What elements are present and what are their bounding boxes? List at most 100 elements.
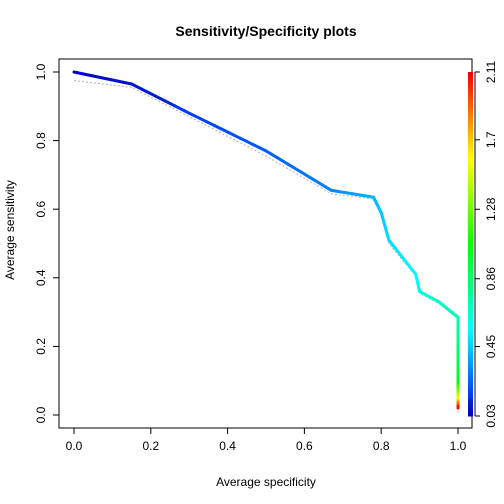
colorbar-band <box>468 364 473 368</box>
colorbar-band <box>468 100 473 105</box>
colorbar-band <box>468 215 473 219</box>
reference-curve <box>73 80 459 415</box>
colorbar-band <box>468 413 473 417</box>
colorbar-band <box>468 264 473 268</box>
plot-border <box>58 58 473 429</box>
colorbar-band <box>468 152 473 156</box>
colorbar-band <box>468 404 473 408</box>
colorbar-band <box>468 375 473 380</box>
colorbar-band <box>468 261 473 265</box>
colorbar-band <box>468 289 473 294</box>
colorbar-band <box>468 367 473 371</box>
colorbar-band <box>468 318 473 322</box>
colorbar-band <box>468 235 473 239</box>
colorbar-band <box>468 307 473 311</box>
colorbar-band <box>468 109 473 113</box>
colorbar-band <box>468 332 473 337</box>
colorbar-band <box>468 189 473 193</box>
colorbar-band <box>468 232 473 236</box>
colorbar-band <box>468 175 473 179</box>
colorbar-band <box>468 195 473 199</box>
chart-title: Sensitivity/Specificity plots <box>175 23 356 39</box>
colorbar-band <box>468 246 473 251</box>
colorbar-band <box>468 183 473 188</box>
colorbar-band <box>468 83 473 87</box>
colorbar-band <box>468 278 473 282</box>
colorbar-band <box>468 158 473 162</box>
colorbar-band <box>468 201 473 205</box>
colorbar-band <box>468 92 473 96</box>
colorbar-band <box>468 77 473 82</box>
colorbar-band <box>468 373 473 377</box>
x-tick-label: 0.6 <box>296 439 313 453</box>
y-tick-label: 1.0 <box>34 63 48 80</box>
colorbar-band <box>468 106 473 110</box>
colorbar-band <box>468 315 473 320</box>
colorbar-band <box>468 387 473 391</box>
y-tick-label: 0.6 <box>34 201 48 218</box>
colorbar-band <box>468 143 473 148</box>
colorbar-band <box>468 135 473 139</box>
colorbar-band <box>468 149 473 153</box>
colorbar-band <box>468 86 473 90</box>
colorbar-tick-label: 0.45 <box>484 335 498 359</box>
colorbar-band <box>468 117 473 122</box>
colorbar-band <box>468 298 473 302</box>
colorbar-tick-label: 1.28 <box>484 197 498 221</box>
colorbar-tick-label: 0.86 <box>484 267 498 291</box>
cutoff-colorbar <box>468 72 473 417</box>
colorbar-band <box>468 398 473 403</box>
colorbar-band <box>468 358 473 363</box>
colorbar-band <box>468 137 473 142</box>
x-tick-label: 0.0 <box>66 439 83 453</box>
colorbar-band <box>468 166 473 170</box>
x-axis: 0.0 0.2 0.4 0.6 0.8 1.0 <box>66 427 467 453</box>
colorbar-band <box>468 132 473 136</box>
colorbar-band <box>468 212 473 216</box>
colorbar-band <box>468 186 473 191</box>
colorbar-band <box>468 244 473 248</box>
colorbar-band <box>468 123 473 127</box>
x-tick-label: 0.4 <box>219 439 236 453</box>
colorbar-band <box>468 335 473 340</box>
colorbar-band <box>468 198 473 202</box>
colorbar-band <box>468 344 473 348</box>
colorbar-band <box>468 266 473 271</box>
colorbar-band <box>468 146 473 150</box>
colorbar-band <box>468 115 473 119</box>
colorbar-band <box>468 407 473 411</box>
colorbar-tick-label: 2.11 <box>484 60 498 83</box>
colorbar-band <box>468 324 473 328</box>
colorbar-band <box>468 255 473 259</box>
colorbar-band <box>468 163 473 168</box>
colorbar-band <box>468 97 473 102</box>
colorbar-band <box>468 269 473 274</box>
colorbar-band <box>468 284 473 288</box>
colorbar-band <box>468 172 473 176</box>
y-axis-label: Average sensitivity <box>3 180 17 280</box>
colorbar-band <box>468 74 473 79</box>
colorbar-band <box>468 410 473 414</box>
colorbar-band <box>468 321 473 325</box>
colorbar-band <box>468 252 473 256</box>
colorbar-band <box>468 272 473 277</box>
x-tick-label: 0.8 <box>373 439 390 453</box>
colorbar-band <box>468 390 473 394</box>
colorbar-band <box>468 226 473 231</box>
colorbar-band <box>468 229 473 234</box>
colorbar-band <box>468 330 473 334</box>
colorbar-band <box>468 381 473 385</box>
colorbar-band <box>468 309 473 314</box>
colorbar-band <box>468 352 473 357</box>
colorbar-band <box>468 140 473 145</box>
colorbar-band <box>468 338 473 342</box>
colorbar-band <box>468 312 473 317</box>
colorbar-band <box>468 72 473 76</box>
colorbar-band <box>468 203 473 208</box>
colorbar-band <box>468 80 473 84</box>
plot-frame <box>58 58 473 429</box>
colorbar-band <box>468 301 473 305</box>
colorbar-band <box>468 384 473 388</box>
x-tick-label: 0.2 <box>142 439 159 453</box>
